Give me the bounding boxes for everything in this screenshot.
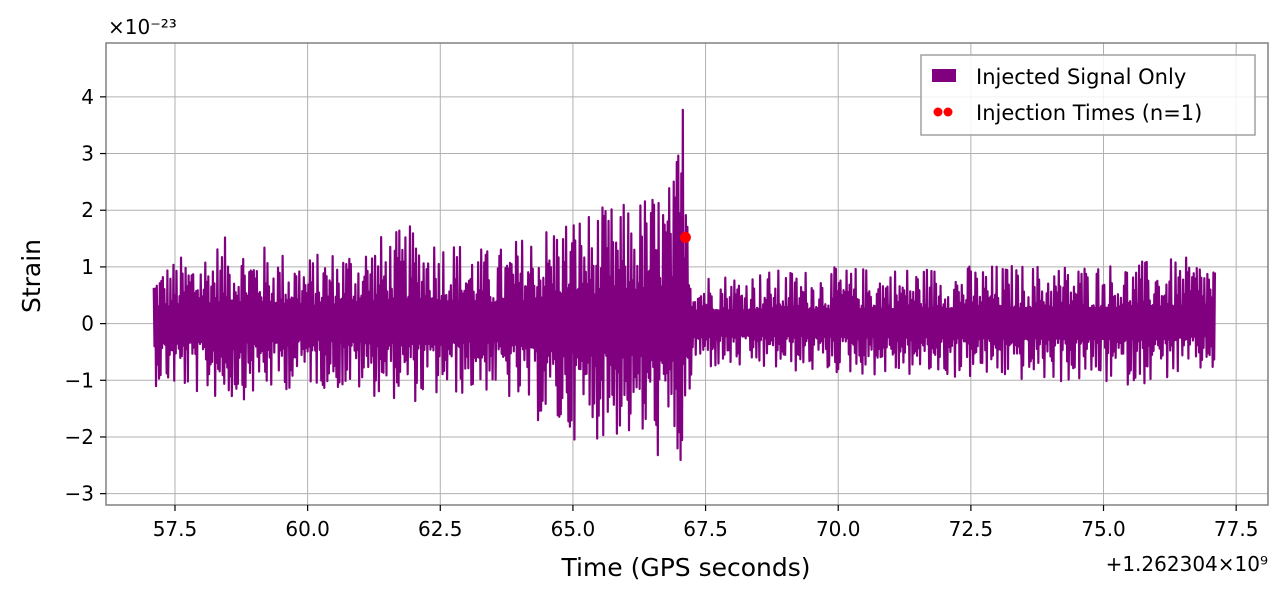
- x-tick-label: 67.5: [683, 517, 728, 541]
- y-tick-label: 3: [81, 142, 94, 166]
- legend-injection-marker-a: [933, 107, 943, 117]
- y-tick-label: 2: [81, 198, 94, 222]
- x-tick-label: 65.0: [551, 517, 596, 541]
- y-tick-label: −1: [65, 368, 94, 392]
- y-tick-label: −2: [65, 425, 94, 449]
- x-tick-label: 70.0: [816, 517, 861, 541]
- legend: Injected Signal Only Injection Times (n=…: [920, 54, 1256, 136]
- y-tick-label: 0: [81, 312, 94, 336]
- legend-signal-label: Injected Signal Only: [976, 65, 1186, 89]
- x-tick-label: 77.5: [1214, 517, 1259, 541]
- x-tick-label: 72.5: [949, 517, 994, 541]
- y-scale-text: ×10⁻²³: [108, 15, 177, 39]
- signal-series: [152, 108, 1217, 462]
- x-tick-label: 60.0: [285, 517, 330, 541]
- legend-injection-marker-b: [943, 107, 953, 117]
- x-axis-ticks: 57.5 60.0 62.5 65.0 67.5 70.0 72.5 75.0 77.5: [153, 505, 1259, 541]
- y-tick-label: 4: [81, 85, 94, 109]
- y-tick-label: −3: [65, 482, 94, 506]
- injection-point: [679, 231, 691, 243]
- plot-frame: [105, 42, 1269, 506]
- y-axis-ticks: −3 −2 −1 0 1 2 3 4: [65, 85, 106, 506]
- injection-series: [679, 231, 691, 243]
- y-tick-label: 1: [81, 255, 94, 279]
- signal-line: [152, 108, 1217, 462]
- x-tick-label: 75.0: [1081, 517, 1126, 541]
- x-tick-label: 57.5: [153, 517, 198, 541]
- x-tick-label: 62.5: [418, 517, 463, 541]
- legend-box: [920, 54, 1256, 136]
- x-offset-text: +1.262304×10⁹: [1106, 552, 1268, 576]
- legend-injection-label: Injection Times (n=1): [976, 101, 1202, 125]
- x-axis-label: Time (GPS seconds): [560, 553, 810, 582]
- legend-signal-swatch: [932, 69, 956, 82]
- y-axis-label: Strain: [17, 239, 46, 313]
